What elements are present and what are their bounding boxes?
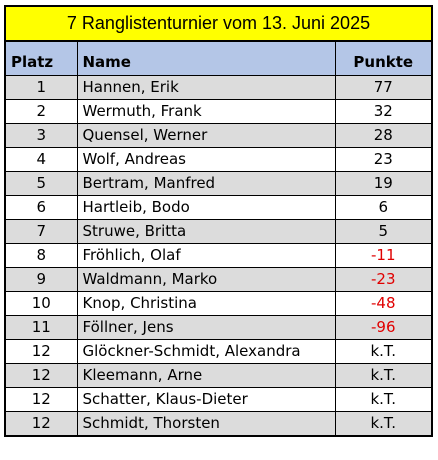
tournament-title: 7 Ranglistenturnier vom 13. Juni 2025 bbox=[6, 7, 431, 42]
table-row: 2 Wermuth, Frank 32 bbox=[6, 98, 431, 124]
points-cell: k.T. bbox=[334, 338, 431, 364]
rank-cell: 4 bbox=[6, 146, 78, 172]
points-cell: -96 bbox=[334, 314, 431, 340]
player-name-cell: Knop, Christina bbox=[76, 290, 336, 316]
player-name-cell: Quensel, Werner bbox=[76, 122, 336, 148]
points-cell: 32 bbox=[334, 98, 431, 124]
rank-cell: 1 bbox=[6, 74, 78, 100]
player-name-cell: Bertram, Manfred bbox=[76, 170, 336, 196]
player-name-cell: Hartleib, Bodo bbox=[76, 194, 336, 220]
points-column-header: Punkte bbox=[334, 42, 431, 76]
player-name-cell: Kleemann, Arne bbox=[76, 362, 336, 388]
player-name-cell: Hannen, Erik bbox=[76, 74, 336, 100]
points-cell: -23 bbox=[334, 266, 431, 292]
rank-cell: 5 bbox=[6, 170, 78, 196]
rank-cell: 12 bbox=[6, 338, 78, 364]
table-row: 6 Hartleib, Bodo 6 bbox=[6, 194, 431, 220]
header-row: Platz Name Punkte bbox=[6, 42, 431, 76]
ranking-rows: 1 Hannen, Erik 77 2 Wermuth, Frank 32 3 Quensel… bbox=[6, 74, 431, 435]
rank-cell: 3 bbox=[6, 122, 78, 148]
player-name-cell: Wolf, Andreas bbox=[76, 146, 336, 172]
rank-cell: 12 bbox=[6, 410, 78, 435]
table-row: 12 Schmidt, Thorsten k.T. bbox=[6, 410, 431, 435]
rank-cell: 6 bbox=[6, 194, 78, 220]
rank-cell: 2 bbox=[6, 98, 78, 124]
player-name-cell: Föllner, Jens bbox=[76, 314, 336, 340]
points-cell: k.T. bbox=[334, 410, 431, 435]
table-row: 1 Hannen, Erik 77 bbox=[6, 74, 431, 100]
ranking-sheet: 7 Ranglistenturnier vom 13. Juni 2025 Pl… bbox=[4, 5, 433, 437]
rank-cell: 11 bbox=[6, 314, 78, 340]
rank-column-header: Platz bbox=[6, 42, 78, 76]
player-name-cell: Schatter, Klaus-Dieter bbox=[76, 386, 336, 412]
table-row: 8 Fröhlich, Olaf -11 bbox=[6, 242, 431, 268]
points-cell: 6 bbox=[334, 194, 431, 220]
ranking-table: Platz Name Punkte 1 Hannen, Erik 77 2 Wermut… bbox=[6, 42, 431, 435]
player-name-cell: Schmidt, Thorsten bbox=[76, 410, 336, 435]
rank-cell: 12 bbox=[6, 362, 78, 388]
table-row: 12 Kleemann, Arne k.T. bbox=[6, 362, 431, 388]
rank-cell: 8 bbox=[6, 242, 78, 268]
player-name-cell: Waldmann, Marko bbox=[76, 266, 336, 292]
table-row: 5 Bertram, Manfred 19 bbox=[6, 170, 431, 196]
table-row: 4 Wolf, Andreas 23 bbox=[6, 146, 431, 172]
table-row: 11 Föllner, Jens -96 bbox=[6, 314, 431, 340]
table-row: 12 Glöckner-Schmidt, Alexandra k.T. bbox=[6, 338, 431, 364]
rank-cell: 7 bbox=[6, 218, 78, 244]
rank-cell: 10 bbox=[6, 290, 78, 316]
points-cell: 19 bbox=[334, 170, 431, 196]
player-name-cell: Fröhlich, Olaf bbox=[76, 242, 336, 268]
points-cell: -48 bbox=[334, 290, 431, 316]
table-row: 9 Waldmann, Marko -23 bbox=[6, 266, 431, 292]
player-name-cell: Wermuth, Frank bbox=[76, 98, 336, 124]
points-cell: 5 bbox=[334, 218, 431, 244]
points-cell: k.T. bbox=[334, 362, 431, 388]
points-cell: -11 bbox=[334, 242, 431, 268]
player-name-cell: Struwe, Britta bbox=[76, 218, 336, 244]
table-row: 7 Struwe, Britta 5 bbox=[6, 218, 431, 244]
points-cell: 23 bbox=[334, 146, 431, 172]
points-cell: 28 bbox=[334, 122, 431, 148]
table-row: 3 Quensel, Werner 28 bbox=[6, 122, 431, 148]
points-cell: k.T. bbox=[334, 386, 431, 412]
table-row: 10 Knop, Christina -48 bbox=[6, 290, 431, 316]
rank-cell: 12 bbox=[6, 386, 78, 412]
points-cell: 77 bbox=[334, 74, 431, 100]
name-column-header: Name bbox=[76, 42, 336, 76]
player-name-cell: Glöckner-Schmidt, Alexandra bbox=[76, 338, 336, 364]
table-row: 12 Schatter, Klaus-Dieter k.T. bbox=[6, 386, 431, 412]
rank-cell: 9 bbox=[6, 266, 78, 292]
